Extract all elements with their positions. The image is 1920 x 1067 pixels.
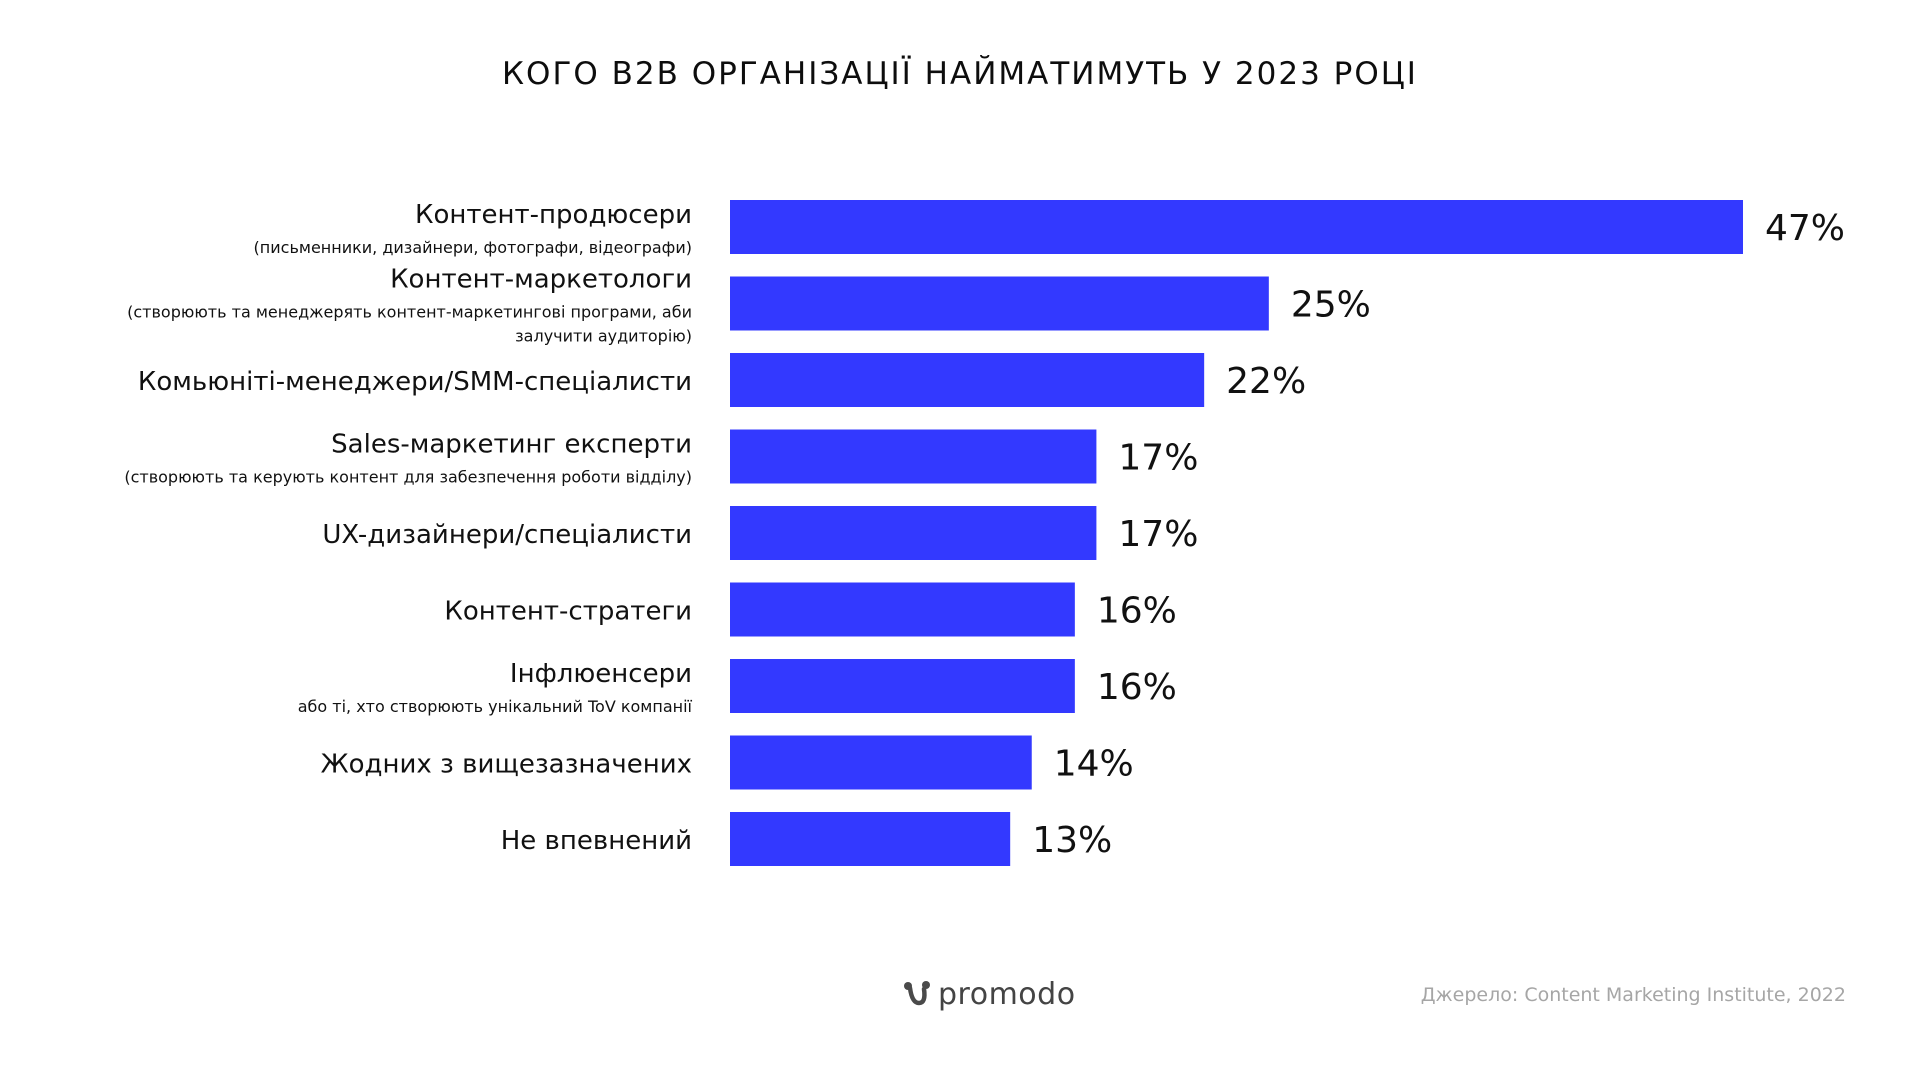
value-label: 17% (1118, 438, 1198, 479)
category-label: Контент-маркетологи (390, 265, 692, 295)
category-sublabel: (створюють та менеджерять контент-маркет… (127, 303, 692, 322)
category-sublabel: (створюють та керують контент для забезп… (124, 468, 692, 487)
value-label: 13% (1032, 820, 1112, 861)
chart-title: КОГО B2B ОРГАНІЗАЦІЇ НАЙМАТИМУТЬ У 2023 … (502, 56, 1418, 92)
brand-logo: promodo (902, 974, 1076, 1014)
category-label: Sales-маркетинг експерти (331, 430, 692, 460)
value-label: 25% (1291, 285, 1371, 326)
source-note: Джерело: Content Marketing Institute, 20… (1420, 984, 1846, 1006)
bar (730, 429, 1097, 484)
bar (730, 276, 1269, 331)
value-label: 17% (1118, 514, 1198, 555)
category-label: Контент-продюсери (415, 200, 692, 230)
value-label: 22% (1226, 361, 1306, 402)
promodo-logo-icon (904, 981, 930, 1006)
category-label: Інфлюенсери (510, 659, 692, 689)
category-label: Комьюніті-менеджери/SMM-спеціалисти (138, 367, 692, 397)
category-sublabel: або ті, хто створюють унікальний ToV ком… (298, 697, 693, 716)
category-label: Жодних з вищезазначених (321, 750, 692, 780)
bar (730, 735, 1032, 790)
category-sublabel: (письменники, дизайнери, фотографи, віде… (254, 238, 692, 257)
bar (730, 812, 1011, 866)
value-label: 47% (1765, 208, 1845, 249)
value-label: 16% (1097, 667, 1177, 708)
bar (730, 659, 1075, 713)
bar-chart: 47% Контент-продюсери (письменники, дизайн… (124, 200, 1845, 866)
category-label: Не впевнений (501, 826, 692, 856)
brand-name: promodo (938, 976, 1076, 1012)
bar (730, 353, 1205, 407)
category-label: UX-дизайнери/спеціалисти (322, 520, 692, 550)
bar (730, 200, 1743, 254)
category-label: Контент-стратеги (444, 597, 692, 627)
category-sublabel: залучити аудиторію) (515, 327, 692, 346)
value-label: 16% (1097, 591, 1177, 632)
value-label: 14% (1054, 744, 1134, 785)
bar (730, 506, 1097, 560)
bar (730, 582, 1075, 637)
